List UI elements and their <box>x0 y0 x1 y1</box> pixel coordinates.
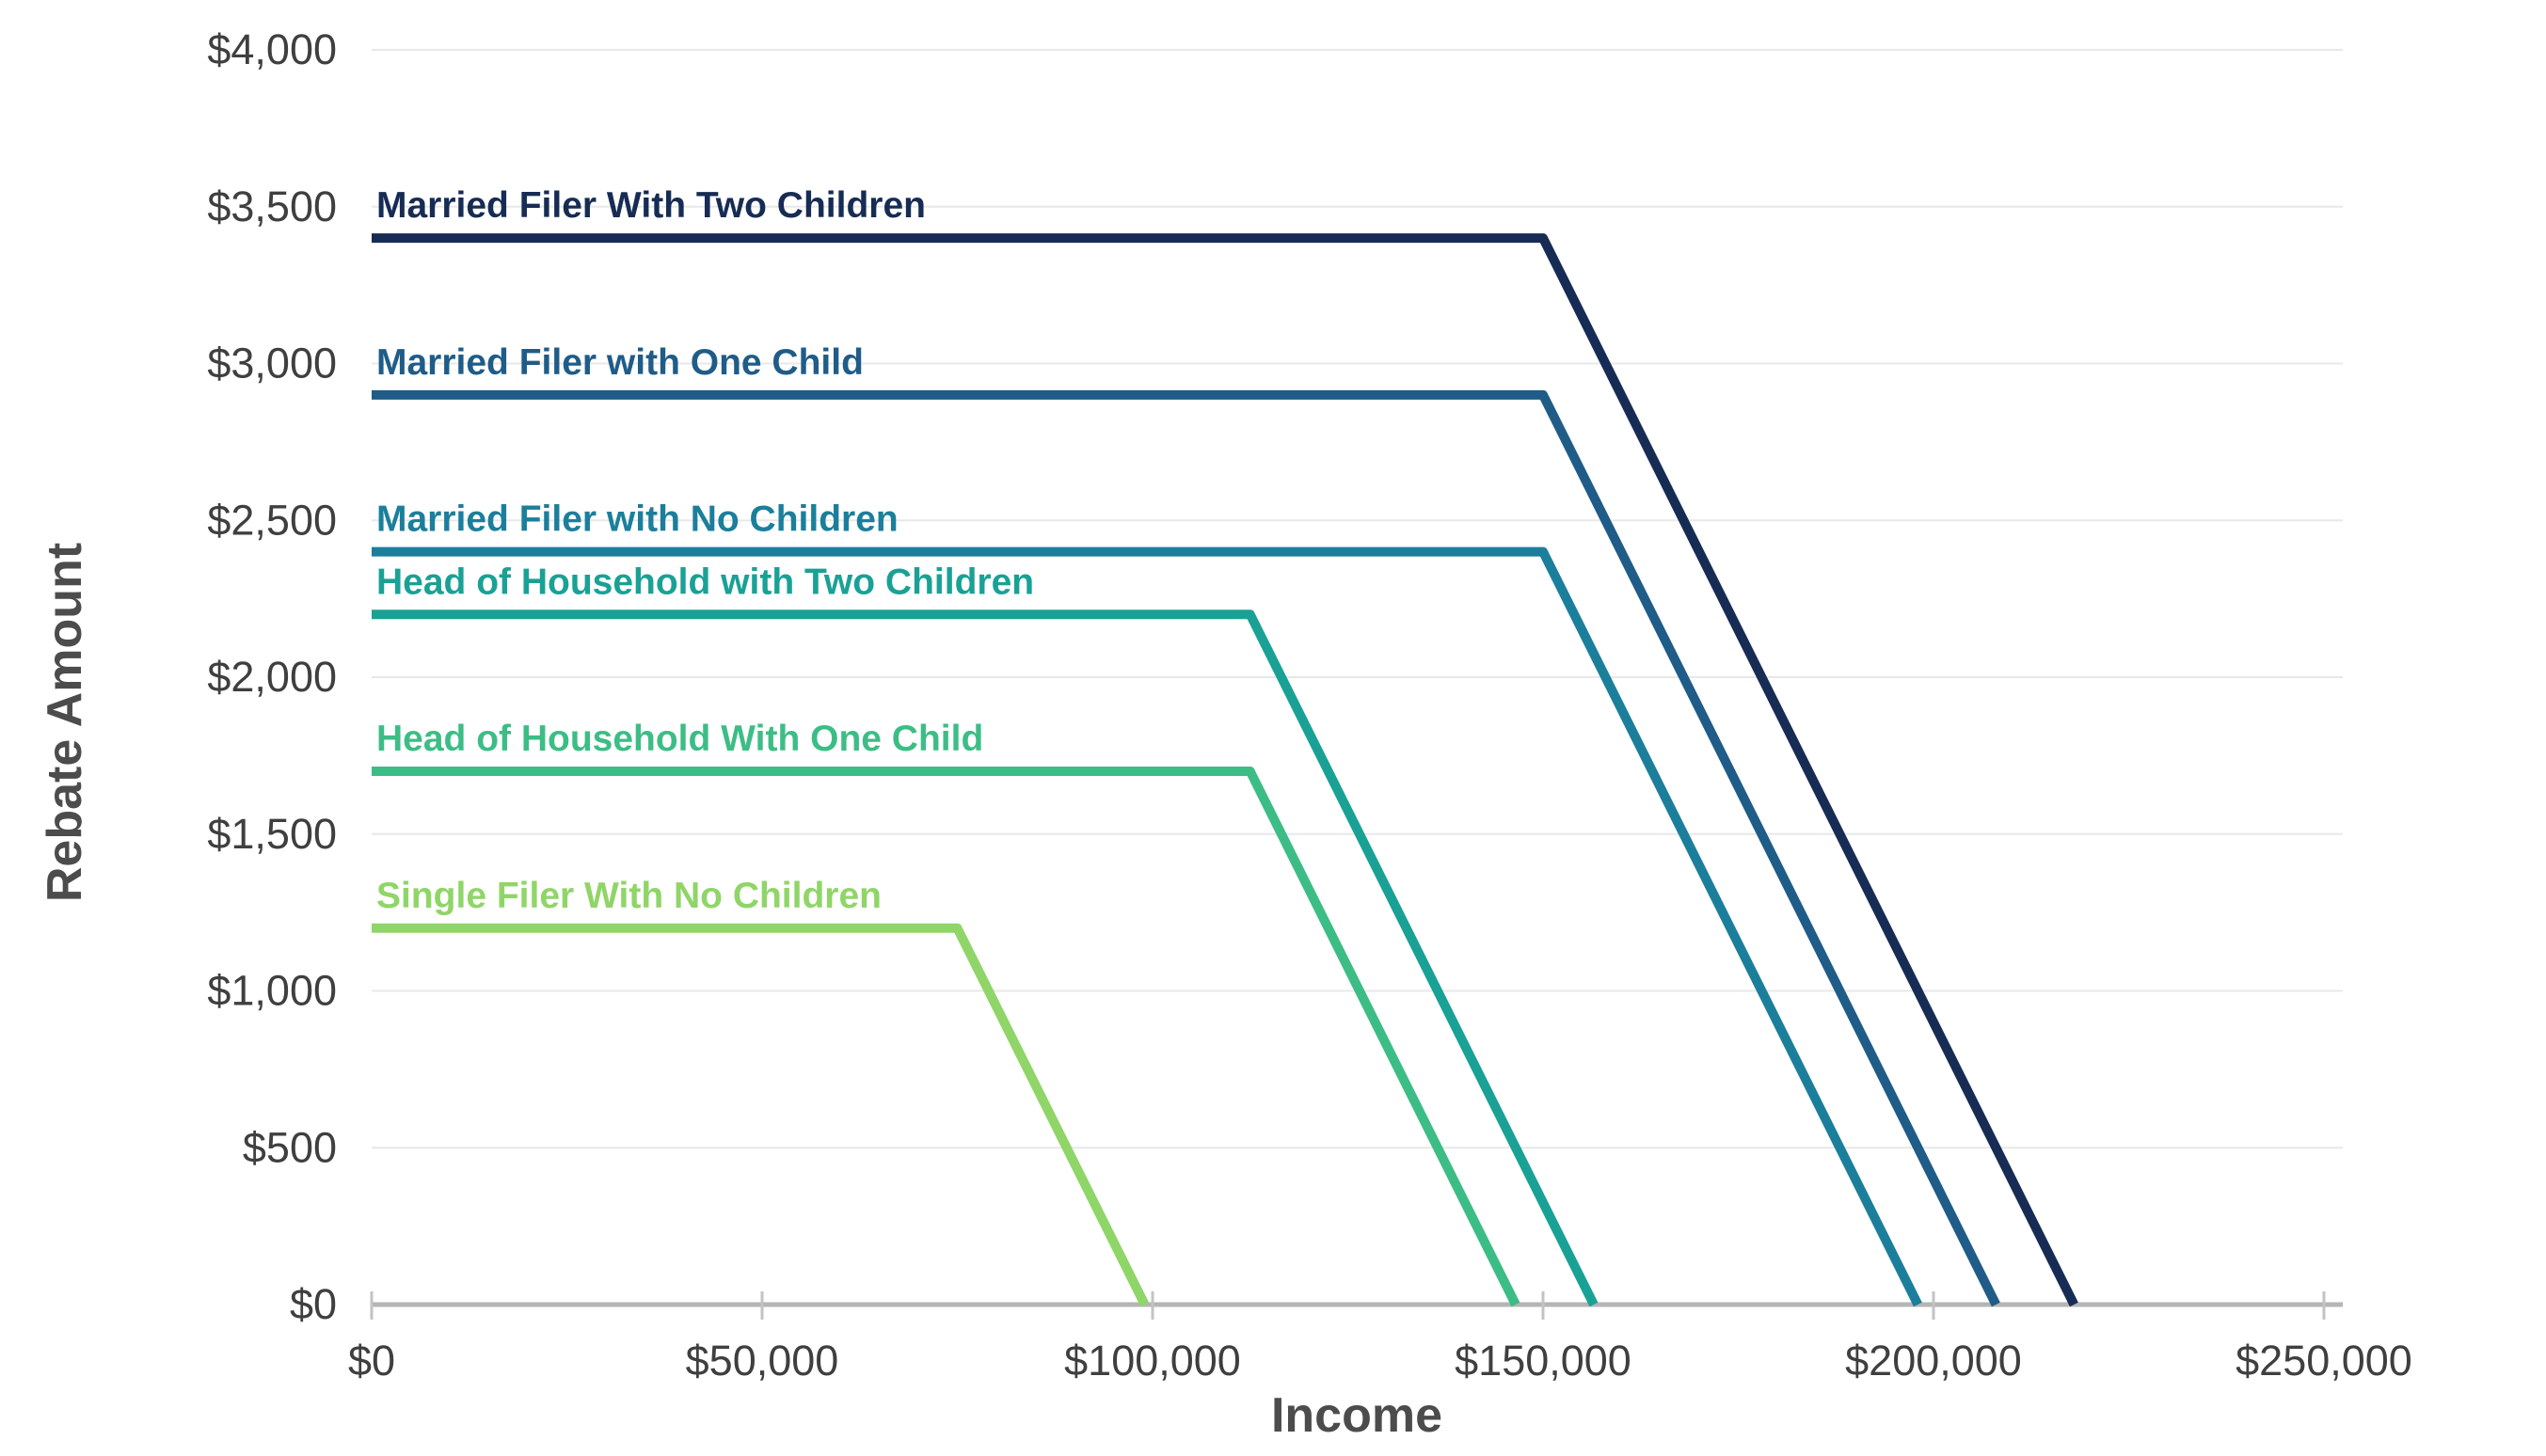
x-tick-label: $250,000 <box>2236 1337 2412 1385</box>
y-tick-label: $500 <box>243 1123 337 1171</box>
x-tick-label: $0 <box>348 1337 395 1385</box>
series-line <box>372 609 1599 1307</box>
series-labels-group: Married Filer With Two Children Married F… <box>376 185 1034 916</box>
x-axis-title: Income <box>1271 1388 1442 1443</box>
series-label: Single Filer With No Children <box>376 876 882 916</box>
series-label: Married Filer with One Child <box>376 342 864 383</box>
series-line <box>372 389 2000 1307</box>
series-label: Head of Household With One Child <box>376 719 983 759</box>
series-line <box>372 767 1520 1307</box>
series-lines-group <box>372 233 2078 1307</box>
x-tick-label: $50,000 <box>686 1337 839 1385</box>
y-tick-label: $2,500 <box>207 496 337 544</box>
y-tick-label: $3,500 <box>207 182 337 230</box>
series-label: Head of Household with Two Children <box>376 562 1034 602</box>
x-tick-labels-group: $0 $50,000 $100,000 $150,000 $200,000 $250,00… <box>348 1337 2412 1385</box>
y-tick-label: $1,500 <box>207 810 337 858</box>
y-axis-title: Rebate Amount <box>38 543 92 902</box>
series-label: Married Filer with No Children <box>376 499 899 540</box>
y-tick-labels-group: $0 $500 $1,000 $1,500 $2,000 $2,500 $3,000 $3,5… <box>207 25 337 1328</box>
x-tick-label: $150,000 <box>1455 1337 1631 1385</box>
y-tick-label: $4,000 <box>207 25 337 73</box>
series-line <box>372 923 1150 1307</box>
y-tick-label: $3,000 <box>207 340 337 388</box>
y-tick-label: $2,000 <box>207 653 337 701</box>
series-line <box>372 233 2078 1307</box>
x-ticks-group <box>370 1291 2326 1320</box>
series-line <box>372 546 1922 1307</box>
x-tick-label: $200,000 <box>1845 1337 2022 1385</box>
x-tick-label: $100,000 <box>1064 1337 1241 1385</box>
y-tick-label: $1,000 <box>207 967 337 1015</box>
series-label: Married Filer With Two Children <box>376 185 926 226</box>
y-tick-label: $0 <box>290 1280 337 1328</box>
